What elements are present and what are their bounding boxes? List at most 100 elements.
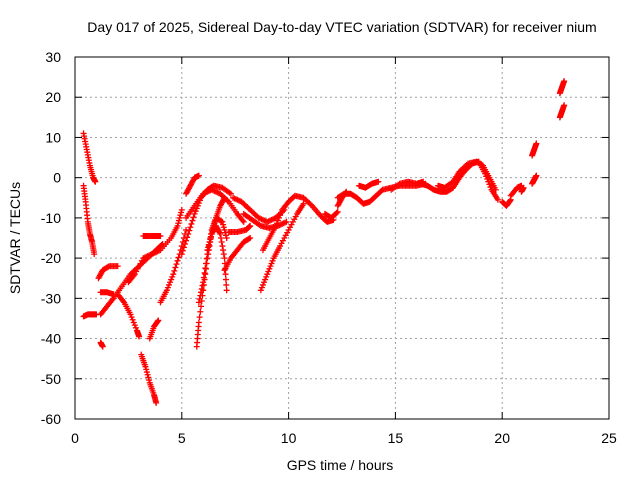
data-point bbox=[269, 257, 276, 264]
series-arc32 bbox=[435, 158, 499, 193]
series-arc9 bbox=[138, 351, 160, 406]
series-arc4 bbox=[80, 311, 100, 320]
data-point bbox=[219, 218, 226, 225]
data-point bbox=[221, 194, 228, 201]
data-point bbox=[202, 265, 209, 272]
y-axis-label: SDTVAR / TECUs bbox=[7, 182, 23, 294]
data-point bbox=[272, 222, 279, 229]
y-tick-label: -60 bbox=[41, 411, 61, 427]
data-point bbox=[174, 222, 181, 229]
series-arc25 bbox=[259, 192, 337, 254]
series-arc24 bbox=[257, 200, 307, 294]
data-point bbox=[275, 214, 282, 221]
data-point bbox=[246, 223, 253, 230]
data-point bbox=[127, 311, 134, 318]
data-point bbox=[198, 289, 205, 296]
data-point bbox=[178, 206, 185, 213]
data-point bbox=[277, 212, 284, 219]
y-tick-label: -10 bbox=[41, 210, 61, 226]
data-point bbox=[492, 186, 499, 193]
data-point bbox=[114, 263, 121, 270]
data-point bbox=[220, 196, 227, 203]
data-point bbox=[146, 377, 153, 384]
data-point bbox=[130, 319, 137, 326]
series-arc12 bbox=[125, 206, 185, 286]
data-point bbox=[247, 222, 254, 229]
data-point bbox=[145, 374, 152, 381]
data-point bbox=[207, 236, 214, 243]
data-point bbox=[533, 172, 540, 179]
data-point bbox=[220, 251, 227, 258]
y-tick-labels: -60 -50 -40 -30 -20 -10 0 10 20 30 bbox=[41, 49, 61, 427]
data-point bbox=[198, 303, 205, 310]
data-point bbox=[240, 218, 247, 225]
series-arc13 bbox=[157, 226, 190, 306]
data-point bbox=[184, 234, 191, 241]
y-tick-label: -30 bbox=[41, 290, 61, 306]
data-point bbox=[182, 241, 189, 248]
data-point bbox=[222, 229, 229, 236]
y-tick-label: 10 bbox=[45, 129, 61, 145]
data-point bbox=[264, 271, 271, 278]
data-point bbox=[190, 214, 197, 221]
data-point bbox=[132, 324, 139, 331]
data-point bbox=[200, 279, 207, 286]
axis-ticks bbox=[74, 56, 610, 420]
data-point bbox=[487, 184, 494, 191]
data-point bbox=[217, 230, 224, 237]
data-point bbox=[128, 314, 135, 321]
data-point bbox=[131, 322, 138, 329]
data-point bbox=[222, 276, 229, 283]
data-point bbox=[265, 268, 272, 275]
data-point bbox=[186, 227, 193, 234]
data-point bbox=[176, 214, 183, 221]
data-point bbox=[202, 271, 209, 278]
data-point bbox=[169, 273, 176, 280]
data-point bbox=[164, 284, 171, 291]
series-arc11 bbox=[140, 232, 164, 239]
data-point bbox=[257, 287, 264, 294]
x-tick-label: 20 bbox=[494, 430, 510, 446]
series-arc2 bbox=[80, 182, 98, 258]
grid-lines bbox=[75, 57, 609, 419]
y-tick-label: 20 bbox=[45, 89, 61, 105]
data-point bbox=[520, 184, 527, 191]
data-point bbox=[203, 255, 210, 262]
series-arc6 bbox=[97, 339, 106, 350]
data-point bbox=[262, 276, 269, 283]
data-point bbox=[222, 271, 229, 278]
data-point bbox=[195, 299, 202, 306]
y-tick-label: 0 bbox=[53, 170, 61, 186]
data-point bbox=[142, 363, 149, 370]
data-point bbox=[187, 224, 194, 231]
data-point bbox=[191, 210, 198, 217]
data-point bbox=[273, 220, 280, 227]
data-point bbox=[155, 317, 162, 324]
series-arc10 bbox=[146, 317, 162, 342]
data-point bbox=[266, 265, 273, 272]
data-point bbox=[183, 226, 190, 233]
data-point bbox=[216, 229, 223, 236]
x-tick-label: 5 bbox=[178, 430, 186, 446]
data-point bbox=[185, 230, 192, 237]
data-point bbox=[533, 140, 540, 147]
data-point bbox=[172, 264, 179, 271]
data-point bbox=[561, 78, 568, 85]
data-point bbox=[343, 188, 350, 195]
data-point bbox=[220, 247, 227, 254]
data-point bbox=[200, 274, 207, 281]
chart-title: Day 017 of 2025, Sidereal Day-to-day VTE… bbox=[87, 19, 596, 35]
data-point bbox=[239, 217, 246, 224]
data-point bbox=[268, 260, 275, 267]
x-tick-label: 15 bbox=[388, 430, 404, 446]
data-point bbox=[165, 281, 172, 288]
data-point bbox=[157, 232, 164, 239]
x-tick-label: 10 bbox=[281, 430, 297, 446]
series-arc33 bbox=[499, 196, 514, 209]
data-point bbox=[178, 209, 185, 216]
data-point bbox=[507, 197, 514, 204]
series-arc3 bbox=[95, 263, 121, 282]
data-point bbox=[218, 218, 225, 225]
y-tick-label: 30 bbox=[45, 49, 61, 65]
data-point bbox=[259, 281, 266, 288]
